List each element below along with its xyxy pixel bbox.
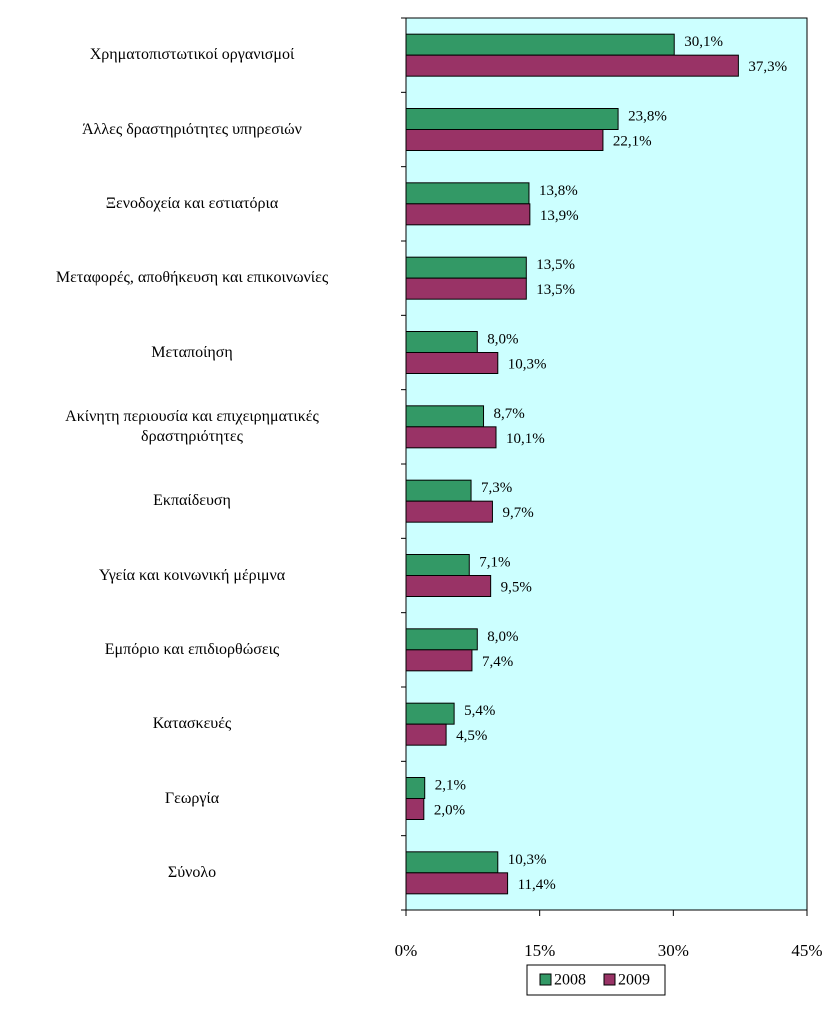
data-label: 7,4% xyxy=(482,654,513,670)
data-label: 22,1% xyxy=(613,133,652,149)
data-label: 10,3% xyxy=(508,356,547,372)
plot-area xyxy=(405,17,808,911)
bar xyxy=(405,405,485,428)
data-label: 7,3% xyxy=(481,480,512,496)
category-label: Ακίνητη περιουσία και επιχειρηματικές δρ… xyxy=(65,407,319,445)
bar xyxy=(405,872,509,895)
data-label: 2,1% xyxy=(435,777,466,793)
bar xyxy=(405,851,499,874)
data-label: 8,0% xyxy=(487,331,518,347)
bar xyxy=(405,777,426,799)
x-tick-label: 45% xyxy=(791,941,822,960)
data-label: 9,7% xyxy=(502,505,533,521)
data-label: 11,4% xyxy=(518,877,556,893)
bar xyxy=(405,54,739,77)
category-label: Ξενοδοχεία και εστιατόρια xyxy=(105,194,279,212)
data-label: 4,5% xyxy=(456,728,487,744)
legend-swatch xyxy=(603,973,616,986)
data-label: 5,4% xyxy=(464,703,495,719)
bar xyxy=(405,256,527,279)
data-label: 8,7% xyxy=(494,406,525,422)
data-label: 13,5% xyxy=(536,282,575,298)
data-label: 2,0% xyxy=(434,802,465,818)
category-label: Μεταποίηση xyxy=(151,343,233,361)
data-label: 23,8% xyxy=(628,108,667,124)
x-tick-label: 15% xyxy=(524,941,555,960)
bar xyxy=(405,628,478,651)
bar xyxy=(405,108,619,130)
bar xyxy=(405,277,527,300)
category-label: Υγεία και κοινωνική μέριμνα xyxy=(98,566,286,584)
category-label: Μεταφορές, αποθήκευση και επικοινωνίες xyxy=(55,269,329,287)
data-label: 37,3% xyxy=(748,59,787,75)
bar xyxy=(405,129,604,151)
category-label: Σύνολο xyxy=(167,863,217,881)
legend-label: 2008 xyxy=(554,972,586,989)
bar xyxy=(405,33,675,56)
bar xyxy=(405,575,492,597)
category-label: Εμπόριο και επιδιορθώσεις xyxy=(104,640,280,658)
data-label: 13,5% xyxy=(536,257,575,273)
category-label: Άλλες δραστηριότητες υπηρεσιών xyxy=(82,120,302,138)
bar xyxy=(405,426,497,449)
bar xyxy=(405,798,425,820)
legend-swatch xyxy=(539,973,552,986)
bar xyxy=(405,203,531,226)
bar xyxy=(405,723,447,746)
data-label: 10,1% xyxy=(506,431,545,447)
category-label: Χρηματοπιστωτικοί οργανισμοί xyxy=(89,46,295,64)
category-label: Γεωργία xyxy=(164,789,220,807)
bar xyxy=(405,500,493,523)
bar xyxy=(405,352,499,374)
bar xyxy=(405,182,530,205)
category-label: Κατασκευές xyxy=(152,715,232,733)
category-label: Εκπαίδευση xyxy=(153,492,231,510)
data-label: 8,0% xyxy=(487,629,518,645)
data-label: 30,1% xyxy=(684,34,723,50)
bar xyxy=(405,554,470,576)
data-label: 13,9% xyxy=(540,208,579,224)
bar xyxy=(405,702,455,725)
data-label: 9,5% xyxy=(501,579,532,595)
bar xyxy=(405,331,478,353)
data-label: 7,1% xyxy=(479,554,510,570)
data-label: 13,8% xyxy=(539,183,578,199)
bar xyxy=(405,649,473,672)
x-tick-label: 0% xyxy=(395,941,418,960)
x-tick-label: 30% xyxy=(658,941,689,960)
data-label: 10,3% xyxy=(508,852,547,868)
bar xyxy=(405,479,472,502)
legend-label: 2009 xyxy=(618,972,650,989)
